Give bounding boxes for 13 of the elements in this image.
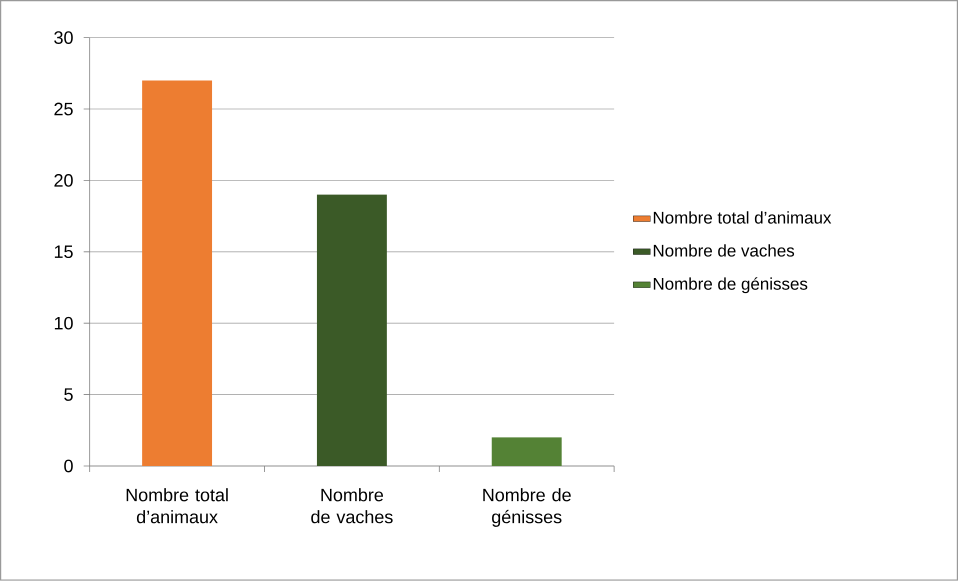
legend-label: Nombre de vaches	[654, 244, 794, 257]
y-tick-label: 25	[54, 102, 73, 116]
y-tick-label: 10	[54, 316, 73, 330]
y-tick-label: 5	[64, 388, 73, 401]
y-tick-label: 30	[54, 31, 73, 44]
legend-label: Nombre de génisses	[654, 277, 808, 294]
y-tick-label: 20	[54, 174, 73, 187]
x-tick-label: Nombre de vaches	[311, 488, 393, 524]
y-tick-label: 15	[54, 246, 73, 258]
x-tick-label: Nombre total d’animaux	[126, 488, 228, 524]
x-tick-label: Nombre de génisses	[483, 488, 571, 527]
legend-label: Nombre total d’animaux	[654, 211, 832, 224]
y-tick-label: 0	[64, 460, 73, 472]
